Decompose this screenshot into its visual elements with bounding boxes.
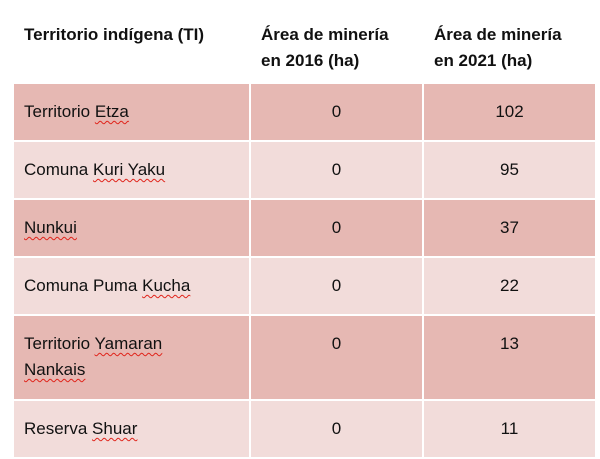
table-row: Territorio Etza 0 102 [12, 82, 597, 142]
header-area-2016: Área de minería en 2016 (ha) [249, 6, 424, 84]
territory-name-flagged-word: Yamaran [94, 334, 163, 353]
territory-name-cell: Territorio Etza [12, 82, 251, 142]
area-2016-cell: 0 [249, 82, 424, 142]
territory-name-cell: Reserva Shuar [12, 399, 251, 459]
territory-name-flagged-word-line2: Nankais [24, 360, 86, 379]
territory-name-flagged-word: Shuar [92, 419, 138, 438]
area-2021-cell: 22 [422, 256, 597, 316]
area-2021-cell: 13 [422, 314, 597, 401]
territory-name-prefix: Territorio [24, 102, 95, 121]
table-row: Nunkui 0 37 [12, 198, 597, 258]
territory-name-cell: Nunkui [12, 198, 251, 258]
mining-area-table: Territorio indígena (TI) Área de minería… [12, 6, 597, 459]
area-2021-cell: 37 [422, 198, 597, 258]
territory-name-prefix: Comuna Puma [24, 276, 143, 295]
territory-name-flagged-word: Kucha [142, 276, 191, 295]
table-row: Reserva Shuar 0 11 [12, 399, 597, 459]
mining-area-table-container: Territorio indígena (TI) Área de minería… [12, 6, 597, 459]
area-2021-cell: 95 [422, 140, 597, 200]
territory-name-flagged-word: Nunkui [24, 218, 77, 237]
table-row: Comuna Kuri Yaku 0 95 [12, 140, 597, 200]
header-area-2021: Área de minería en 2021 (ha) [422, 6, 597, 84]
territory-name-cell: Comuna Puma Kucha [12, 256, 251, 316]
area-2021-cell: 11 [422, 399, 597, 459]
area-2016-cell: 0 [249, 314, 424, 401]
area-2016-cell: 0 [249, 399, 424, 459]
table-row: Comuna Puma Kucha 0 22 [12, 256, 597, 316]
territory-name-prefix: Territorio [24, 334, 95, 353]
territory-name-prefix: Comuna [24, 160, 93, 179]
territory-name-cell: Territorio Yamaran Nankais [12, 314, 251, 401]
area-2021-cell: 102 [422, 82, 597, 142]
territory-name-flagged-word: Etza [94, 102, 129, 121]
area-2016-cell: 0 [249, 140, 424, 200]
area-2016-cell: 0 [249, 256, 424, 316]
territory-name-prefix: Reserva [24, 419, 93, 438]
header-territory: Territorio indígena (TI) [12, 6, 251, 84]
table-row: Territorio Yamaran Nankais 0 13 [12, 314, 597, 401]
area-2016-cell: 0 [249, 198, 424, 258]
table-header-row: Territorio indígena (TI) Área de minería… [12, 6, 597, 84]
territory-name-cell: Comuna Kuri Yaku [12, 140, 251, 200]
territory-name-flagged-word: Kuri Yaku [92, 160, 166, 179]
